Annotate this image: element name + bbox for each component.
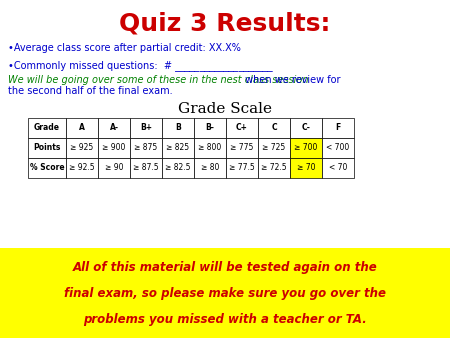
Bar	[28, 158, 66, 178]
Text: ≥ 775: ≥ 775	[230, 144, 254, 152]
Bar	[258, 158, 290, 178]
Text: Points: Points	[33, 144, 61, 152]
Text: ≥ 77.5: ≥ 77.5	[229, 164, 255, 172]
Text: Quiz 3 Results:: Quiz 3 Results:	[119, 12, 331, 36]
Text: ≥ 80: ≥ 80	[201, 164, 219, 172]
Bar	[226, 138, 258, 158]
Text: •Commonly missed questions:  # ____________________: •Commonly missed questions: # __________…	[8, 60, 273, 71]
Text: A-: A-	[109, 123, 118, 132]
Bar	[66, 158, 98, 178]
Bar	[28, 118, 66, 138]
Text: ≥ 800: ≥ 800	[198, 144, 221, 152]
Bar	[130, 138, 162, 158]
Text: Grade Scale: Grade Scale	[178, 102, 272, 116]
Bar	[258, 138, 290, 158]
Bar	[98, 138, 130, 158]
Bar	[290, 118, 322, 138]
Text: ≥ 82.5: ≥ 82.5	[165, 164, 191, 172]
Bar	[194, 158, 226, 178]
Text: ≥ 900: ≥ 900	[102, 144, 126, 152]
Text: < 70: < 70	[329, 164, 347, 172]
Text: C+: C+	[236, 123, 248, 132]
Bar	[194, 118, 226, 138]
Bar	[258, 118, 290, 138]
Text: ≥ 825: ≥ 825	[166, 144, 189, 152]
Text: ≥ 90: ≥ 90	[105, 164, 123, 172]
Text: when we review for: when we review for	[242, 75, 341, 85]
Text: A: A	[79, 123, 85, 132]
Bar	[322, 138, 354, 158]
Text: Grade: Grade	[34, 123, 60, 132]
Bar	[98, 158, 130, 178]
Bar	[290, 158, 322, 178]
Text: % Score: % Score	[30, 164, 64, 172]
Bar	[322, 118, 354, 138]
Bar	[226, 118, 258, 138]
Bar	[28, 138, 66, 158]
Text: F: F	[335, 123, 341, 132]
Text: problems you missed with a teacher or TA.: problems you missed with a teacher or TA…	[83, 313, 367, 325]
Text: ≥ 725: ≥ 725	[262, 144, 286, 152]
Text: •Average class score after partial credit: XX.X%: •Average class score after partial credi…	[8, 43, 241, 53]
Text: ≥ 875: ≥ 875	[135, 144, 157, 152]
Text: ≥ 87.5: ≥ 87.5	[133, 164, 159, 172]
Text: ≥ 925: ≥ 925	[70, 144, 94, 152]
Bar	[226, 158, 258, 178]
Text: C: C	[271, 123, 277, 132]
Text: B: B	[175, 123, 181, 132]
Text: ≥ 70: ≥ 70	[297, 164, 315, 172]
Bar	[98, 118, 130, 138]
Bar	[290, 138, 322, 158]
Text: We will be going over some of these in the nest class session: We will be going over some of these in t…	[8, 75, 309, 85]
Text: ≥ 92.5: ≥ 92.5	[69, 164, 95, 172]
Text: B-: B-	[206, 123, 215, 132]
Text: B+: B+	[140, 123, 152, 132]
Bar	[194, 138, 226, 158]
Text: All of this material will be tested again on the: All of this material will be tested agai…	[72, 261, 378, 273]
Bar	[66, 118, 98, 138]
Text: ≥ 72.5: ≥ 72.5	[261, 164, 287, 172]
Bar	[130, 118, 162, 138]
Text: C-: C-	[302, 123, 310, 132]
Bar	[162, 158, 194, 178]
Bar	[162, 118, 194, 138]
Bar	[162, 138, 194, 158]
Bar	[66, 138, 98, 158]
Text: the second half of the final exam.: the second half of the final exam.	[8, 86, 173, 96]
Text: ≥ 700: ≥ 700	[294, 144, 318, 152]
Bar	[322, 158, 354, 178]
Text: final exam, so please make sure you go over the: final exam, so please make sure you go o…	[64, 287, 386, 299]
Bar	[130, 158, 162, 178]
Bar	[0, 248, 450, 338]
Text: < 700: < 700	[326, 144, 350, 152]
